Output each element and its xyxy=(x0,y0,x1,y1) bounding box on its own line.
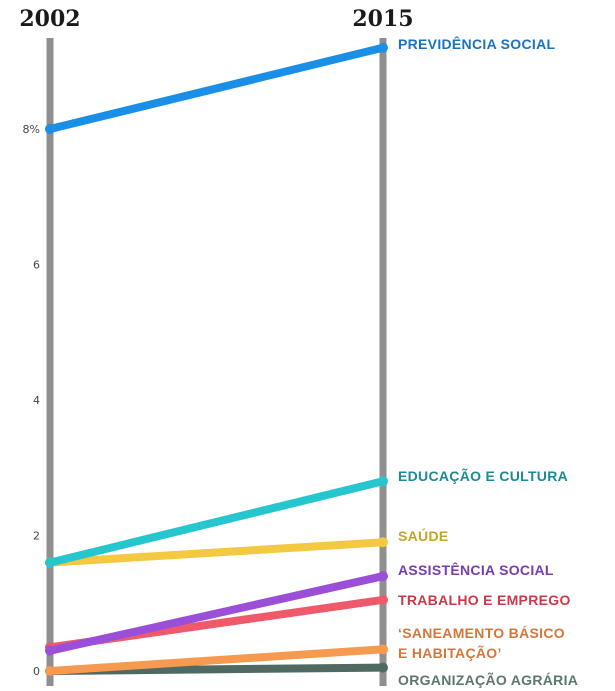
y-tick-label: 8% xyxy=(23,123,40,136)
series-point-2015-4 xyxy=(378,594,388,605)
series-point-2002-5 xyxy=(45,666,55,676)
series-point-2015-6 xyxy=(378,662,388,673)
series-line-2 xyxy=(46,538,387,567)
series-point-2015-2 xyxy=(378,537,388,548)
series-line-3 xyxy=(46,572,387,655)
series-point-2002-3 xyxy=(45,645,55,656)
y-tick-label: 4 xyxy=(33,394,40,407)
series-label-6: ORGANIZAÇÃO AGRÁRIA xyxy=(398,671,578,688)
y-tick-label: 0 xyxy=(33,665,40,678)
series-line-0 xyxy=(46,43,387,133)
series-point-2002-1 xyxy=(45,557,55,568)
y-tick-label: 6 xyxy=(33,259,40,272)
y-tick-label: 2 xyxy=(33,530,40,543)
series-label-1: EDUCAÇÃO E CULTURA xyxy=(398,467,568,484)
series-point-2015-5 xyxy=(378,644,388,655)
series-label-2: SAÚDE xyxy=(398,527,449,544)
series-label-5: ‘SANEAMENTO BÁSICO xyxy=(398,625,565,641)
series-line-1 xyxy=(46,477,387,567)
year-label-2015: 2015 xyxy=(352,6,413,32)
series-label-0: PREVIDÊNCIA SOCIAL xyxy=(398,35,555,52)
year-label-2002: 2002 xyxy=(19,6,80,32)
series-line-5 xyxy=(46,645,387,675)
series-point-2002-0 xyxy=(45,124,55,134)
series-point-2015-0 xyxy=(378,42,388,53)
series-point-2015-3 xyxy=(378,571,388,582)
series-label-5: E HABITAÇÃO’ xyxy=(398,644,502,661)
series-point-2015-1 xyxy=(378,476,388,487)
series-label-3: ASSISTÊNCIA SOCIAL xyxy=(398,561,554,578)
series-label-4: TRABALHO E EMPREGO xyxy=(398,592,571,608)
